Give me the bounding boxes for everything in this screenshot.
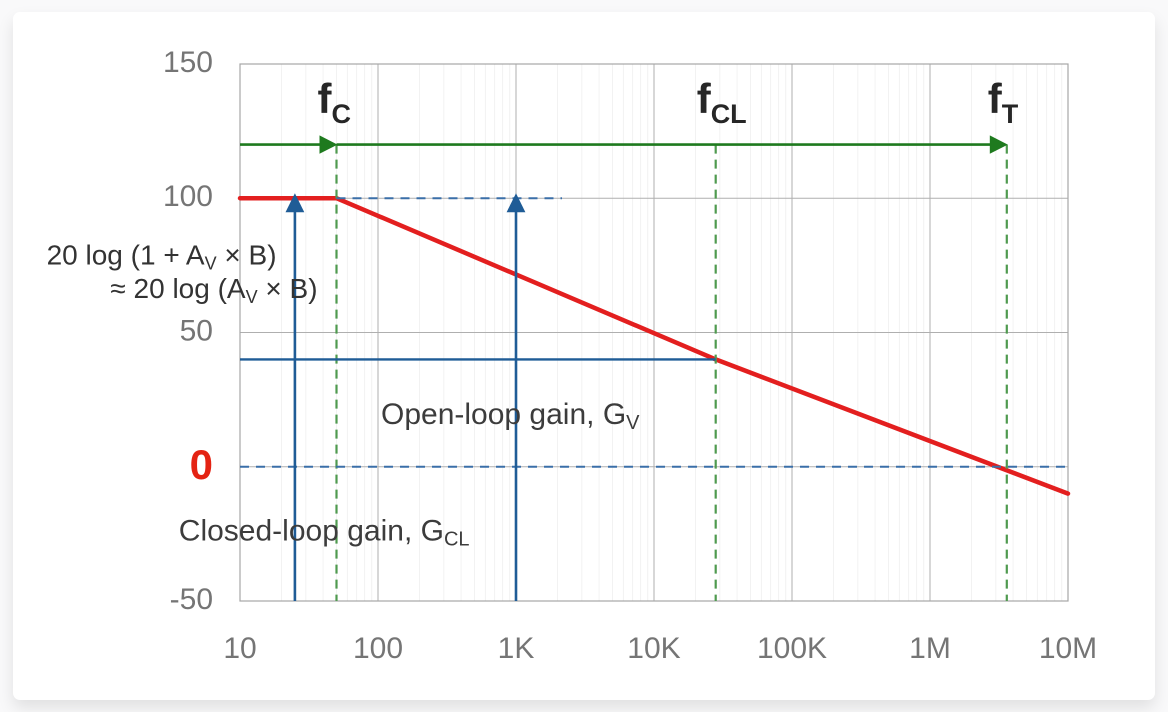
svg-text:10: 10 bbox=[223, 632, 256, 665]
svg-text:≈ 20 log (AV × B): ≈ 20 log (AV × B) bbox=[110, 273, 317, 307]
svg-text:1M: 1M bbox=[909, 632, 951, 665]
svg-text:10K: 10K bbox=[627, 632, 680, 665]
svg-text:50: 50 bbox=[180, 315, 213, 348]
svg-text:150: 150 bbox=[163, 46, 213, 79]
svg-text:1K: 1K bbox=[498, 632, 535, 665]
svg-text:100K: 100K bbox=[757, 632, 827, 665]
svg-text:fCL: fCL bbox=[697, 75, 747, 129]
svg-text:Open-loop gain, GV: Open-loop gain, GV bbox=[381, 398, 640, 434]
svg-text:0: 0 bbox=[190, 441, 213, 488]
svg-text:-50: -50 bbox=[170, 583, 213, 616]
svg-text:100: 100 bbox=[353, 632, 403, 665]
svg-text:20 log (1 + AV × B): 20 log (1 + AV × B) bbox=[47, 240, 277, 274]
svg-text:fT: fT bbox=[988, 75, 1019, 129]
svg-text:10M: 10M bbox=[1039, 632, 1097, 665]
svg-text:100: 100 bbox=[163, 180, 213, 213]
svg-text:fC: fC bbox=[318, 75, 352, 129]
svg-text:Closed-loop gain, GCL: Closed-loop gain, GCL bbox=[179, 515, 470, 551]
